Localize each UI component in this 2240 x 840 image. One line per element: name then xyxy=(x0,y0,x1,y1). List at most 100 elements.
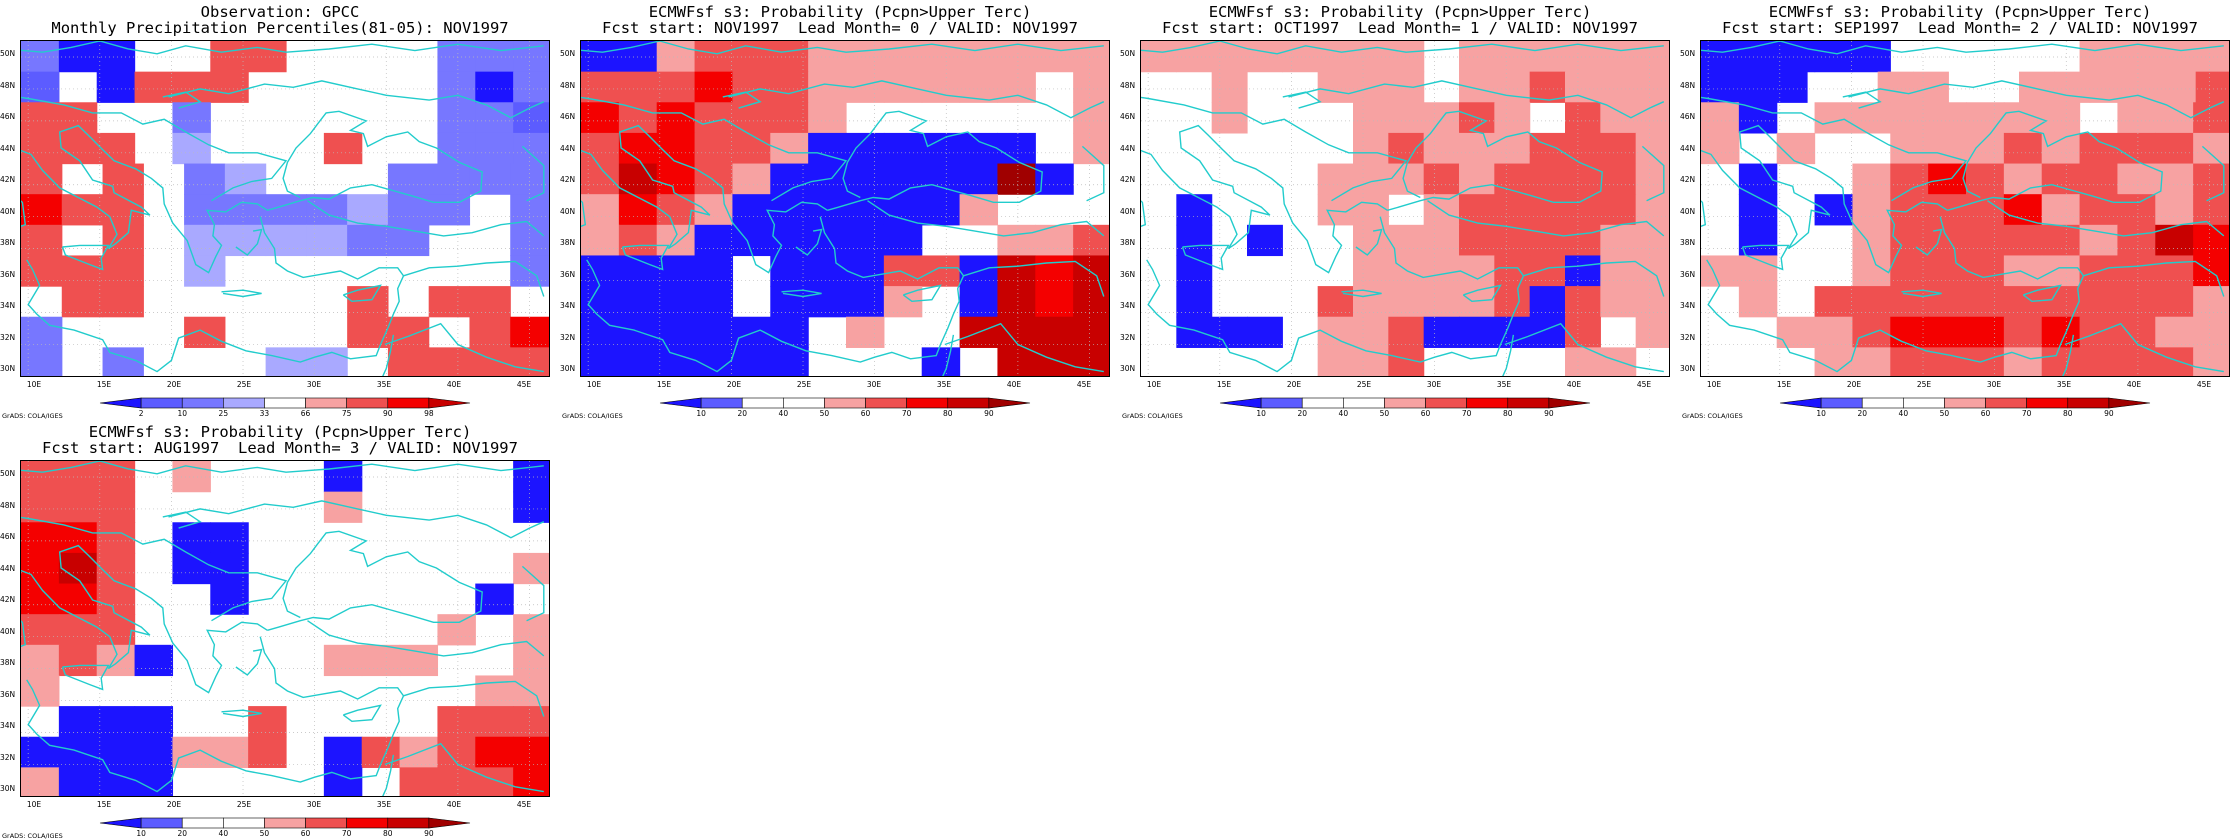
color-bar-segment xyxy=(988,397,1031,409)
grid-cell xyxy=(102,255,144,287)
lon-label: 45E xyxy=(1636,380,1652,389)
grid-cell xyxy=(21,552,60,585)
grid-cell xyxy=(770,71,809,103)
grid-cell xyxy=(21,583,60,615)
grid-cell xyxy=(1928,255,1967,287)
grid-cell xyxy=(437,767,476,796)
grid-cell xyxy=(510,347,549,376)
grid-cell xyxy=(883,224,923,257)
lon-label: 40E xyxy=(1566,380,1582,389)
color-bar-tick-label: 60 xyxy=(300,829,311,838)
grid-cell xyxy=(1494,71,1531,103)
grid-cell xyxy=(513,71,549,103)
grid-cell xyxy=(1852,255,1891,287)
grid-cell xyxy=(1565,163,1601,195)
grid-cell xyxy=(846,286,885,318)
grid-cell xyxy=(656,102,696,134)
grid-cell xyxy=(808,41,847,73)
grid-cell xyxy=(1073,224,1109,257)
grid-cell xyxy=(2117,347,2156,376)
coastline xyxy=(1741,244,1790,271)
grid-cell xyxy=(475,102,514,134)
color-bar-segment xyxy=(1466,397,1509,409)
lon-label: 25E xyxy=(236,800,252,809)
grads-credit: GrADS: COLA/IGES xyxy=(1122,412,1183,420)
lon-label: 10E xyxy=(26,800,42,809)
grid-cell xyxy=(58,491,98,523)
lon-label: 10E xyxy=(26,380,42,389)
grid-cell xyxy=(21,347,63,376)
color-bar-tick-label: 80 xyxy=(382,829,393,838)
grid-cell xyxy=(510,224,549,257)
grid-cell xyxy=(2041,102,2081,134)
grid-cell xyxy=(618,316,658,348)
grid-cell xyxy=(1317,347,1354,376)
grid-cell xyxy=(1073,41,1109,73)
grid-cell xyxy=(883,255,923,287)
lat-label: 30N xyxy=(1120,364,1136,373)
grid-cell xyxy=(581,286,620,318)
grid-cell xyxy=(694,347,734,376)
lon-label: 15E xyxy=(1216,380,1232,389)
color-bar-tick-label: 50 xyxy=(1379,409,1390,418)
grid-cell xyxy=(1073,132,1109,165)
grid-cell xyxy=(1565,224,1601,257)
grid-cell xyxy=(1565,316,1601,348)
grid-cell xyxy=(694,286,734,318)
coastline xyxy=(26,216,405,373)
coastline xyxy=(1701,41,2224,55)
grid-cell xyxy=(2003,194,2043,226)
grid-cell xyxy=(581,163,620,195)
grid-cell xyxy=(618,102,658,134)
coastline xyxy=(21,124,268,274)
map-panel: ECMWFsf s3: Probability (Pcpn>Upper Terc… xyxy=(1680,0,2240,420)
grid-cell xyxy=(694,224,734,257)
grid-cell xyxy=(2054,71,2091,103)
color-bar-tick-label: 80 xyxy=(942,409,953,418)
grid-cell xyxy=(96,736,136,768)
grid-cell xyxy=(513,132,549,165)
map-area xyxy=(1700,40,2230,377)
lon-label: 20E xyxy=(166,380,182,389)
grid-cell xyxy=(1494,102,1531,134)
grid-cell xyxy=(1529,194,1566,226)
coastline xyxy=(1502,334,1515,376)
color-bar-segment xyxy=(264,397,306,409)
color-bar-tick-label: 10 xyxy=(136,829,146,838)
grid-cell xyxy=(1852,194,1891,226)
grid-cell xyxy=(1966,224,2005,257)
grid-cell xyxy=(58,644,98,677)
lat-label: 36N xyxy=(0,269,16,279)
grid-cell xyxy=(437,614,476,646)
lat-label: 40N xyxy=(0,206,16,216)
grid-cell xyxy=(770,102,809,134)
grid-cell xyxy=(2117,286,2156,318)
grid-cell xyxy=(134,767,174,796)
coastline xyxy=(162,91,202,109)
grid-cell xyxy=(513,675,549,707)
coastline xyxy=(867,200,1105,237)
grid-cell xyxy=(172,132,211,165)
grid-cell xyxy=(1494,255,1531,287)
lon-label: 45E xyxy=(1076,380,1092,389)
grid-cell xyxy=(1771,71,1808,103)
lon-label: 35E xyxy=(376,380,392,389)
lat-label: 44N xyxy=(1120,143,1136,153)
lon-label: 10E xyxy=(1146,380,1162,389)
coastline xyxy=(342,284,382,303)
grid-cell xyxy=(2117,194,2156,226)
color-bar-tick-label: 66 xyxy=(300,409,311,418)
color-bar-segment xyxy=(346,817,389,829)
color-bar-tick-label: 80 xyxy=(1502,409,1513,418)
lon-label: 45E xyxy=(516,380,532,389)
grid-cell xyxy=(846,163,885,195)
grid-cell xyxy=(997,286,1036,318)
grid-cell xyxy=(21,194,63,226)
grid-cell xyxy=(581,102,620,134)
grid-cell xyxy=(210,71,249,103)
coastline xyxy=(942,334,955,376)
color-bar-tick-label: 80 xyxy=(2062,409,2073,418)
grid-cell xyxy=(1211,71,1248,103)
grid-cell xyxy=(2193,41,2229,73)
grid-cell xyxy=(656,255,696,287)
